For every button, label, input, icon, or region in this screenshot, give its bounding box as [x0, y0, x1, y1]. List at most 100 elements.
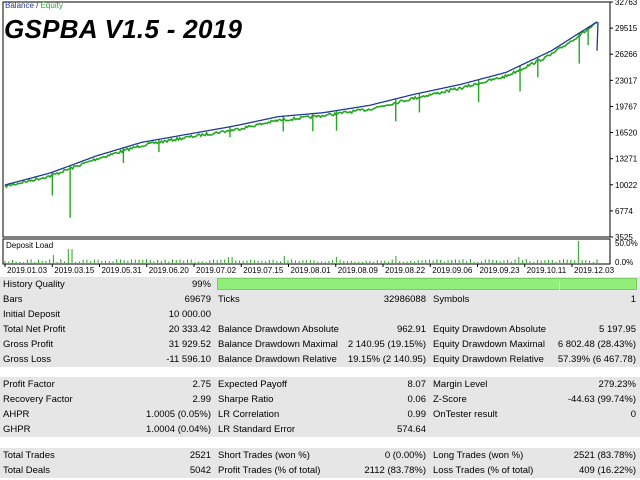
y-tick-label: 16520: [615, 129, 638, 138]
balance-dd-abs-value: 962.91: [396, 324, 426, 335]
ahpr-value: 1.0005 (0.05%): [146, 409, 211, 420]
quality-bar-tick: [559, 281, 560, 291]
margin-level-label: Margin Level: [433, 379, 488, 390]
initial-deposit-value: 10 000.00: [168, 309, 211, 320]
profit-trades-value: 2112 (83.78%): [364, 465, 426, 476]
legend-balance: Balance: [5, 1, 34, 10]
recovery-factor-label: Recovery Factor: [3, 394, 73, 405]
equity-dd-abs-value: 5 197.95: [599, 324, 636, 335]
x-tick-label: 2019.01.03: [7, 266, 48, 275]
balance-dd-max-value: 2 140.95 (19.15%): [347, 339, 426, 350]
x-tick-label: 2019.03.15: [54, 266, 95, 275]
gross-profit-label: Gross Profit: [3, 339, 54, 350]
balance-dd-abs-label: Balance Drawdown Absolute: [218, 324, 339, 335]
ontester-label: OnTester result: [433, 409, 498, 420]
legend-equity: Equity: [40, 1, 63, 10]
total-trades-value: 2521: [189, 450, 211, 461]
loss-trades-value: 409 (16.22%): [578, 465, 636, 476]
bars-label: Bars: [3, 294, 23, 305]
symbols-value: 1: [630, 294, 636, 305]
row-net-profit: Total Net Profit 20 333.42 Balance Drawd…: [0, 322, 640, 337]
ticks-value: 32986088: [383, 294, 426, 305]
row-ghpr: GHPR 1.0004 (0.04%) LR Standard Error 57…: [0, 422, 640, 437]
y-tick-label: 19767: [615, 102, 638, 111]
margin-level-value: 279.23%: [598, 379, 636, 390]
chart-title: GSPBA V1.5 - 2019: [4, 14, 243, 44]
profit-trades-label: Profit Trades (% of total): [218, 465, 321, 476]
sharpe-ratio-label: Sharpe Ratio: [218, 394, 274, 405]
equity-dd-abs-label: Equity Drawdown Absolute: [433, 324, 547, 335]
y-tick-label: 3525: [615, 233, 633, 242]
lr-correlation-value: 0.99: [407, 409, 427, 420]
x-tick-label: 2019.08.01: [291, 266, 332, 275]
loss-trades-label: Loss Trades (% of total): [433, 465, 534, 476]
total-net-profit-value: 20 333.42: [168, 324, 211, 335]
bars-value: 69679: [184, 294, 211, 305]
equity-dd-rel-value: 57.39% (6 467.78): [557, 354, 636, 365]
statistics-table: History Quality 99% Bars 69679 Ticks 329…: [0, 277, 640, 480]
x-tick-label: 2019.09.06: [432, 266, 473, 275]
recovery-factor-value: 2.99: [192, 394, 212, 405]
ghpr-label: GHPR: [3, 424, 31, 435]
history-quality-value: 99%: [191, 279, 211, 290]
expected-payoff-label: Expected Payoff: [218, 379, 288, 390]
main-pane-frame: [2, 1, 611, 238]
x-tick-label: 2019.08.22: [385, 266, 426, 275]
balance-final-step: [596, 21, 599, 51]
row-history-quality: History Quality 99%: [0, 277, 640, 292]
symbols-label: Symbols: [433, 294, 470, 305]
ontester-value: 0: [630, 409, 636, 420]
x-tick-label: 2019.08.09: [338, 266, 379, 275]
z-score-label: Z-Score: [433, 394, 467, 405]
y-tick-label: 29515: [615, 24, 638, 33]
total-deals-value: 5042: [189, 465, 211, 476]
equity-dd-rel-label: Equity Drawdown Relative: [433, 354, 544, 365]
lr-correlation-label: LR Correlation: [218, 409, 280, 420]
short-trades-value: 0 (0.00%): [384, 450, 426, 461]
ghpr-value: 1.0004 (0.04%): [146, 424, 211, 435]
equity-line: [4, 22, 598, 189]
balance-equity-chart: 32763 29515 26266 23017 19767 16520 13271 10022…: [2, 0, 638, 275]
x-tick-label: 2019.05.31: [102, 266, 143, 275]
x-tick-label: 2019.06.20: [149, 266, 190, 275]
y-tick-label: 26266: [615, 50, 638, 59]
legend-separator: /: [33, 1, 41, 10]
initial-deposit-label: Initial Deposit: [3, 309, 61, 320]
x-tick-label: 2019.10.11: [527, 266, 567, 275]
expected-payoff-value: 8.07: [407, 379, 427, 390]
total-deals-label: Total Deals: [3, 465, 50, 476]
row-ahpr: AHPR 1.0005 (0.05%) LR Correlation 0.99 …: [0, 407, 640, 422]
chart-legend: Balance / Equity: [5, 1, 63, 10]
x-tick-label: 2019.07.02: [196, 266, 237, 275]
balance-dd-max-label: Balance Drawdown Maximal: [218, 339, 338, 350]
row-recovery-factor: Recovery Factor 2.99 Sharpe Ratio 0.06 Z…: [0, 392, 640, 407]
y-tick-label: 32763: [615, 0, 638, 7]
history-quality-bar: [217, 278, 637, 291]
history-quality-label: History Quality: [3, 279, 65, 290]
long-trades-label: Long Trades (won %): [433, 450, 524, 461]
row-bars: Bars 69679 Ticks 32986088 Symbols 1: [0, 292, 640, 307]
load-pane-frame: [2, 238, 611, 265]
short-trades-label: Short Trades (won %): [218, 450, 310, 461]
row-profit-factor: Profit Factor 2.75 Expected Payoff 8.07 …: [0, 377, 640, 392]
gross-loss-label: Gross Loss: [3, 354, 52, 365]
z-score-value: -44.63 (99.74%): [567, 394, 636, 405]
balance-dd-rel-label: Balance Drawdown Relative: [218, 354, 337, 365]
equity-dd-max-label: Equity Drawdown Maximal: [433, 339, 545, 350]
row-initial-deposit: Initial Deposit 10 000.00: [0, 307, 640, 322]
row-total-deals: Total Deals 5042 Profit Trades (% of tot…: [0, 463, 640, 478]
gross-loss-value: -11 596.10: [166, 354, 211, 365]
total-net-profit-label: Total Net Profit: [3, 324, 66, 335]
chart-canvas: 32763 29515 26266 23017 19767 16520 13271 10022…: [2, 0, 638, 275]
balance-line: [4, 21, 598, 186]
sharpe-ratio-value: 0.06: [407, 394, 427, 405]
x-tick-label: 2019.12.03: [574, 266, 615, 275]
lr-std-error-value: 574.64: [396, 424, 426, 435]
x-tick-label: 2019.09.23: [480, 266, 521, 275]
profit-factor-value: 2.75: [192, 379, 212, 390]
y-tick-label: 6774: [615, 207, 633, 216]
long-trades-value: 2521 (83.78%): [573, 450, 636, 461]
row-total-trades: Total Trades 2521 Short Trades (won %) 0…: [0, 448, 640, 463]
y-tick-label: 23017: [615, 76, 638, 85]
lr-std-error-label: LR Standard Error: [218, 424, 296, 435]
